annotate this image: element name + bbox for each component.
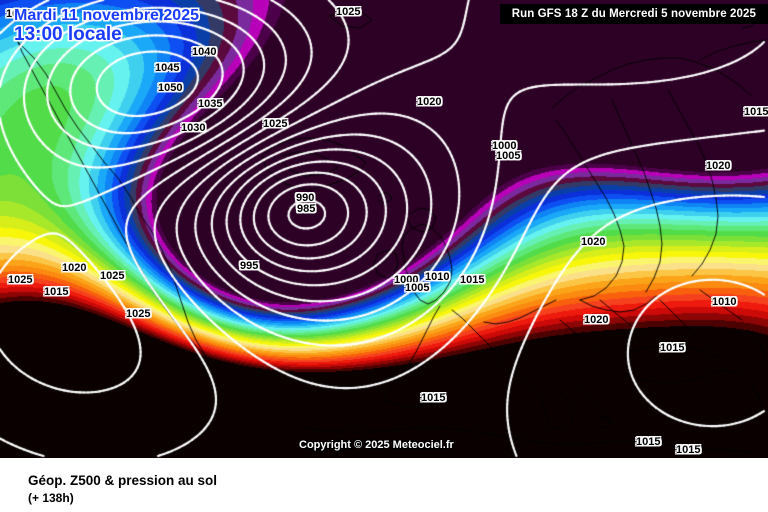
isobar-label: 1000 [394,274,419,286]
isobar-label: 1005 [496,150,521,162]
copyright-text: Copyright © 2025 Meteociel.fr [299,439,454,451]
isobar-label: 1040 [192,46,217,58]
isobar-label: 1015 [460,274,485,286]
isobar-label: 1025 [263,118,288,130]
isobar-label: 985 [297,203,316,215]
isobar-label: 1020 [706,160,731,172]
valid-time-overlay: Mardi 11 novembre 2025 13:00 locale [14,7,199,45]
isobar-label: 1000 [492,140,517,152]
isobar-label: 1010 [712,296,737,308]
isobar-label: 1020 [417,96,442,108]
isobar-label: 1015 [421,392,446,404]
isobar-label: 1050 [158,82,183,94]
isobar-label: 1020 [581,236,606,248]
isobar-label: 1045 [155,62,180,74]
isobar-label: 1010 [425,271,450,283]
weather-map[interactable]: 1025 1040 1045 1050 1035 1030 1025 1020 1025 1025… [0,0,768,458]
isobar-contour-canvas [0,0,768,458]
valid-hour-text: 13:00 locale [14,23,122,45]
model-run-banner: Run GFS 18 Z du Mercredi 5 novembre 2025 [499,4,768,24]
valid-date-text: Mardi 11 novembre 2025 [14,7,199,24]
chart-subtitle: (+ 138h) [28,491,74,506]
isobar-label: 1015 [676,444,701,456]
isobar-label: 995 [240,260,259,272]
isobar-label: 1020 [62,262,87,274]
chart-title-block: Géop. Z500 & pression au sol (+ 138h) [28,472,217,506]
isobar-label: 1030 [181,122,206,134]
isobar-label: 1025 [336,6,361,18]
isobar-label: 1020 [584,314,609,326]
isobar-label: 1025 [8,274,33,286]
isobar-label: 1025 [6,8,31,20]
isobar-label: 1015 [44,286,69,298]
isobar-label: 1035 [198,98,223,110]
chart-title: Géop. Z500 & pression au sol [28,473,218,488]
isobar-label: 1015 [660,342,685,354]
isobar-label: 990 [296,192,315,204]
footer-bar: Géop. Z500 & pression au sol (+ 138h) 49… [0,458,768,512]
isobar-label: 1025 [126,308,151,320]
isobar-label: 1015 [744,106,768,118]
isobar-label: 1015 [636,436,661,448]
isobar-label: 1025 [100,270,125,282]
isobar-label: 1005 [405,282,430,294]
